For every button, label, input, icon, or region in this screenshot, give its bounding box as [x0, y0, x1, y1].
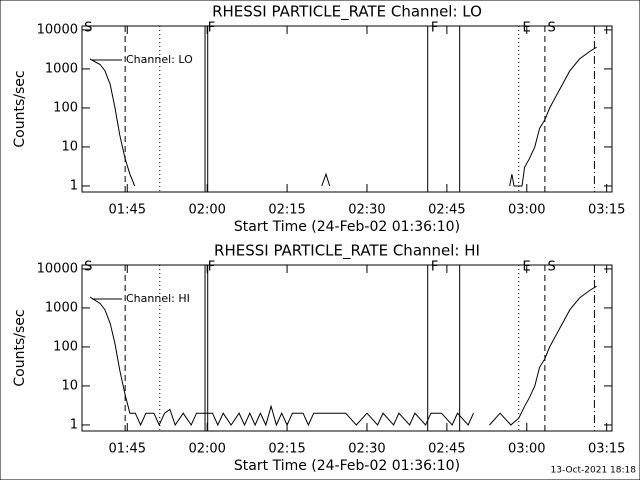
event-label: F [431, 260, 438, 275]
y-tick-label: 1 [70, 417, 78, 432]
data-line [89, 285, 597, 427]
y-axis-label: Counts/sec [12, 309, 28, 386]
event-label: S [84, 260, 92, 275]
y-tick-label: 10000 [37, 261, 78, 276]
event-label: E [523, 21, 531, 36]
x-tick-label: 03:15 [588, 203, 625, 218]
plot-frame [81, 25, 613, 193]
y-tick-label: 10000 [37, 22, 78, 37]
y-tick-label: 1000 [45, 300, 78, 315]
y-tick-label: 100 [53, 339, 78, 354]
legend-label: Channel: HI [126, 292, 190, 305]
chart-title: RHESSI PARTICLE_RATE Channel: LO [212, 3, 482, 22]
event-label: S [548, 260, 556, 275]
x-tick-label: 03:15 [588, 442, 625, 457]
x-tick-label: 02:45 [428, 203, 465, 218]
x-tick-label: 03:00 [508, 203, 545, 218]
y-tick-label: 100 [53, 100, 78, 115]
y-tick-label: 1000 [45, 61, 78, 76]
x-axis-label: Start Time (24-Feb-02 01:36:10) [234, 219, 460, 235]
y-tick-label: 10 [61, 378, 78, 393]
x-tick-label: 02:00 [188, 442, 225, 457]
event-label: E [523, 260, 531, 275]
event-label: F [208, 260, 215, 275]
x-tick-label: 02:30 [348, 442, 385, 457]
x-tick-label: 02:15 [268, 203, 305, 218]
x-axis-label: Start Time (24-Feb-02 01:36:10) [234, 458, 460, 474]
plot-frame [81, 264, 613, 432]
x-tick-label: 01:45 [109, 203, 146, 218]
footer: 13-Oct-2021 18:18 [551, 466, 637, 476]
event-label: F [431, 21, 438, 36]
chart-title: RHESSI PARTICLE_RATE Channel: HI [214, 242, 480, 261]
x-tick-label: 01:45 [109, 442, 146, 457]
data-line [89, 46, 597, 187]
event-label: S [548, 21, 556, 36]
y-axis-label: Counts/sec [12, 70, 28, 147]
legend-label: Channel: LO [126, 53, 193, 66]
x-tick-label: 02:15 [268, 442, 305, 457]
x-tick-label: 02:00 [188, 203, 225, 218]
x-tick-label: 02:30 [348, 203, 385, 218]
x-tick-label: 03:00 [508, 442, 545, 457]
event-label: F [208, 21, 215, 36]
x-tick-label: 02:45 [428, 442, 465, 457]
y-tick-label: 1 [70, 178, 78, 193]
event-label: S [84, 21, 92, 36]
y-tick-label: 10 [61, 139, 78, 154]
